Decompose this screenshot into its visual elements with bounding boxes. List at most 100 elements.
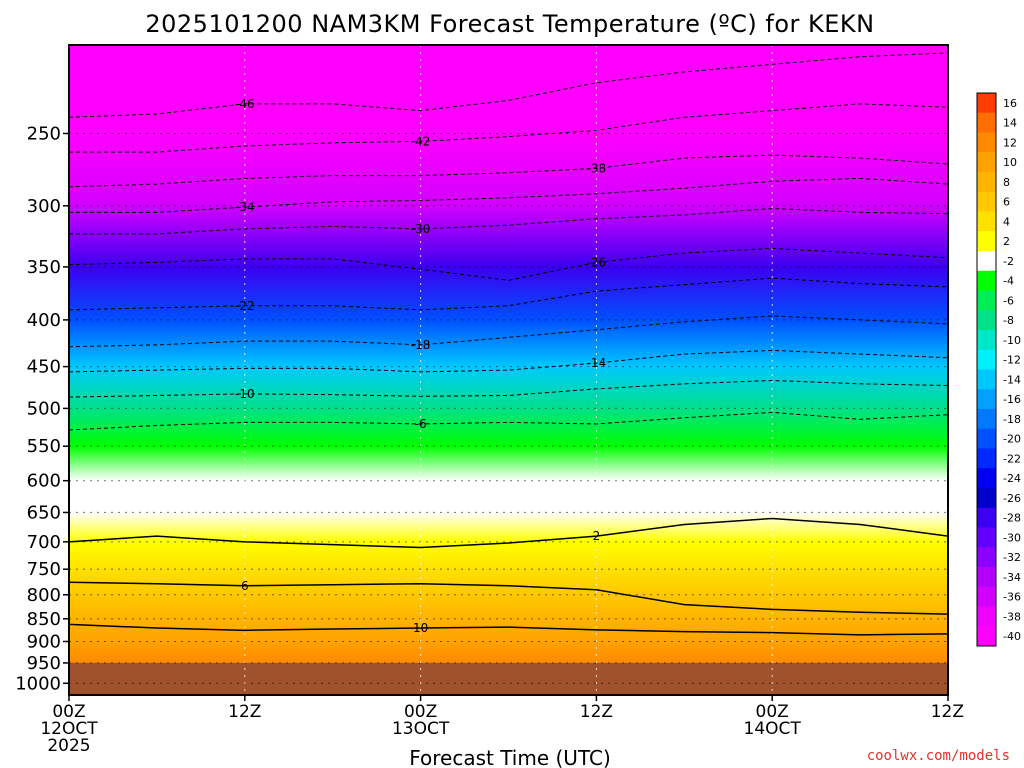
y-tick-label: 300 [27, 196, 61, 217]
colorbar-label: -10 [1003, 334, 1021, 347]
y-tick-label: 950 [27, 653, 61, 674]
colorbar-label: 14 [1003, 117, 1017, 130]
y-tick-label: 650 [27, 502, 61, 523]
contour-line [69, 623, 948, 636]
contour-line [69, 247, 948, 281]
colorbar-label: 8 [1003, 176, 1010, 189]
contour-label: -18 [411, 338, 431, 352]
colorbar-swatch [977, 428, 996, 449]
colorbar-swatch [977, 172, 996, 193]
x-tick-label: 12Z [931, 702, 964, 722]
colorbar-label: -32 [1003, 551, 1021, 564]
contour-label: -46 [235, 97, 255, 111]
colorbar-frame [976, 92, 997, 647]
colorbar-swatch [977, 468, 996, 489]
y-tick-label: 450 [27, 357, 61, 378]
colorbar-label: -18 [1003, 413, 1021, 426]
colorbar-swatch [977, 507, 996, 528]
colorbar-label: -2 [1003, 255, 1014, 268]
chart-title: 2025101200 NAM3KM Forecast Temperature (… [145, 10, 874, 38]
colorbar-swatch [977, 152, 996, 173]
colorbar-label: -40 [1003, 630, 1021, 643]
contour-lines: -46 -42 -38 -34 -30 -26 -22 -18 -14 -10 -6 2 6 10 [69, 52, 948, 636]
x-tick-label: 00Z [756, 702, 789, 722]
colorbar-label: -22 [1003, 452, 1021, 465]
plot-frame [68, 44, 949, 696]
colorbar-label: -34 [1003, 571, 1021, 584]
colorbar-swatch [977, 369, 996, 390]
colorbar-label: 2 [1003, 235, 1010, 248]
contour-label: -6 [415, 417, 427, 431]
y-tick-label: 1000 [15, 673, 61, 694]
y-tick-label: 850 [27, 609, 61, 630]
contour-label: 2 [593, 529, 601, 543]
colorbar-swatch [977, 132, 996, 153]
x-tick-label: 2025 [47, 736, 90, 756]
colorbar-swatch [977, 389, 996, 410]
colorbar-swatch [977, 448, 996, 469]
y-tick-label: 500 [27, 398, 61, 419]
colorbar-label: -14 [1003, 373, 1021, 386]
colorbar-label: -36 [1003, 591, 1021, 604]
x-tick-label: 12OCT [40, 719, 98, 739]
colorbar-label: -30 [1003, 531, 1021, 544]
contour-line [69, 517, 948, 549]
colorbar-swatch [977, 586, 996, 607]
colorbar-swatch [977, 270, 996, 291]
x-tick-label: 13OCT [392, 719, 450, 739]
colorbar-swatch [977, 191, 996, 212]
contour-label: -42 [411, 134, 431, 148]
colorbar-label: 16 [1003, 97, 1017, 110]
colorbar-swatch [977, 488, 996, 509]
contour-label: -22 [235, 299, 255, 313]
contour-label: 6 [241, 579, 249, 593]
y-tick-label: 750 [27, 559, 61, 580]
x-axis-label: Forecast Time (UTC) [409, 746, 611, 768]
colorbar-label: -24 [1003, 472, 1021, 485]
plot-area: -46 -42 -38 -34 -30 -26 -22 -18 -14 -10 -6 2 6 10 [68, 44, 949, 696]
colorbar-swatch [977, 527, 996, 548]
colorbar-label: 4 [1003, 215, 1010, 228]
colorbar-swatch [977, 349, 996, 370]
colorbar: 16 14 12 10 8 6 4 2 -2 -4 -6 -8 -10 -12 -14 -16 -18 -20 -2… [976, 92, 1021, 647]
colorbar-swatch [977, 606, 996, 627]
ground-fill [69, 662, 948, 695]
x-tick-label: 00Z [404, 702, 437, 722]
contour-label: -14 [587, 356, 607, 370]
colorbar-label: -8 [1003, 314, 1014, 327]
y-tick-label: 550 [27, 436, 61, 457]
colorbar-label: -6 [1003, 294, 1014, 307]
colorbar-swatch [977, 567, 996, 588]
contour-line [69, 52, 948, 118]
contour-label: -34 [235, 200, 255, 214]
colorbar-label: -20 [1003, 433, 1021, 446]
contour-label: -26 [587, 255, 607, 269]
y-tick-label: 250 [27, 123, 61, 144]
y-axis: 2503003504004505005506006507007508008509… [15, 123, 69, 694]
colorbar-label: 12 [1003, 136, 1017, 149]
y-tick-label: 400 [27, 310, 61, 331]
y-tick-label: 350 [27, 257, 61, 278]
y-tick-label: 800 [27, 585, 61, 606]
colorbar-swatch [977, 330, 996, 351]
colorbar-swatch [977, 93, 996, 114]
credit-text: coolwx.com/models [867, 748, 1010, 764]
colorbar-swatch [977, 409, 996, 430]
colorbar-swatch [977, 547, 996, 568]
contour-label: -30 [411, 222, 431, 236]
contour-line [69, 581, 948, 615]
x-tick-label: 12Z [228, 702, 261, 722]
x-tick-label: 14OCT [744, 719, 802, 739]
colorbar-label: -12 [1003, 354, 1021, 367]
colorbar-label: -26 [1003, 492, 1021, 505]
colorbar-swatch [977, 231, 996, 252]
colorbar-label: 10 [1003, 156, 1017, 169]
colorbar-swatch [977, 251, 996, 272]
colorbar-label: -4 [1003, 275, 1014, 288]
y-tick-label: 900 [27, 631, 61, 652]
x-tick-label: 12Z [580, 702, 613, 722]
colorbar-swatch [977, 310, 996, 331]
contour-label: 10 [413, 621, 428, 635]
colorbar-label: -28 [1003, 512, 1021, 525]
